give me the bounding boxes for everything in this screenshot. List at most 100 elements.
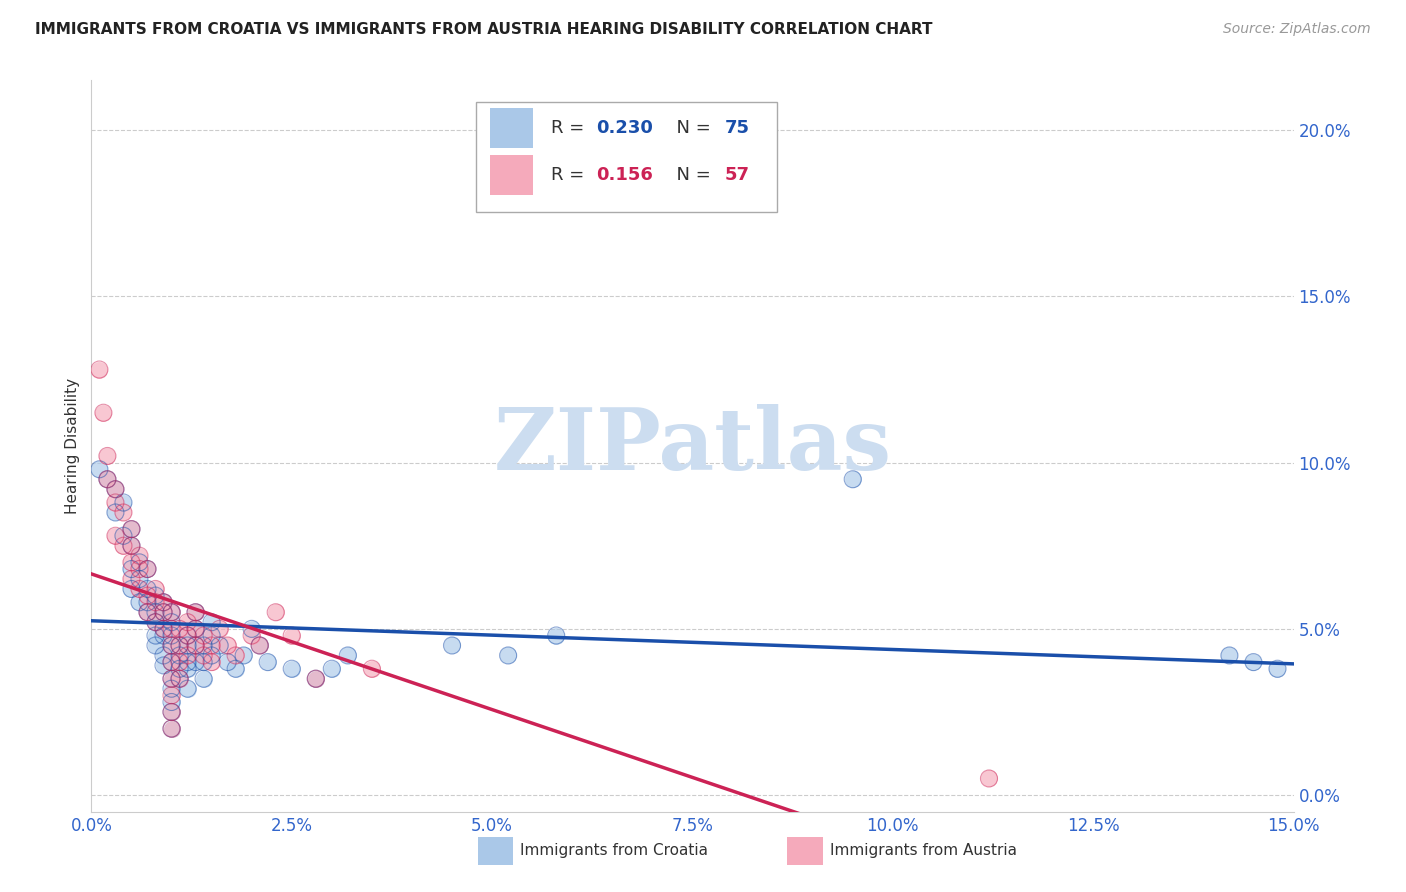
Point — [121, 522, 143, 536]
Point — [152, 595, 174, 609]
Point — [104, 529, 127, 543]
Point — [160, 605, 183, 619]
Point — [104, 482, 127, 496]
Point — [112, 539, 135, 553]
Point — [121, 539, 143, 553]
Point — [193, 655, 215, 669]
Point — [89, 362, 111, 376]
Point — [160, 672, 183, 686]
Point — [193, 648, 215, 663]
Point — [240, 628, 263, 642]
Point — [160, 681, 183, 696]
Point — [160, 672, 183, 686]
Point — [169, 648, 191, 663]
Text: 0.156: 0.156 — [596, 167, 654, 185]
Point — [160, 681, 183, 696]
Point — [169, 639, 191, 653]
Text: IMMIGRANTS FROM CROATIA VS IMMIGRANTS FROM AUSTRIA HEARING DISABILITY CORRELATIO: IMMIGRANTS FROM CROATIA VS IMMIGRANTS FR… — [35, 22, 932, 37]
Point — [160, 605, 183, 619]
Point — [169, 639, 191, 653]
Point — [1218, 648, 1240, 663]
Point — [112, 495, 135, 509]
Point — [128, 549, 150, 563]
Point — [160, 655, 183, 669]
Point — [249, 639, 271, 653]
Point — [160, 672, 183, 686]
Point — [176, 628, 198, 642]
Point — [121, 522, 143, 536]
Point — [176, 655, 198, 669]
Point — [160, 628, 183, 642]
Point — [160, 622, 183, 636]
Point — [176, 648, 198, 663]
Point — [1218, 648, 1240, 663]
Point — [121, 582, 143, 596]
Point — [121, 522, 143, 536]
Point — [176, 639, 198, 653]
Point — [160, 705, 183, 719]
Point — [184, 605, 207, 619]
Point — [136, 562, 159, 576]
Point — [184, 639, 207, 653]
Point — [176, 648, 198, 663]
Point — [184, 639, 207, 653]
Point — [93, 406, 115, 420]
Point — [193, 672, 215, 686]
Point — [136, 595, 159, 609]
Point — [152, 605, 174, 619]
Point — [169, 662, 191, 676]
Point — [152, 605, 174, 619]
Point — [169, 655, 191, 669]
Point — [104, 506, 127, 520]
Point — [152, 628, 174, 642]
Point — [176, 662, 198, 676]
Point — [160, 605, 183, 619]
Point — [281, 662, 304, 676]
Point — [193, 628, 215, 642]
Point — [240, 622, 263, 636]
Point — [232, 648, 254, 663]
FancyBboxPatch shape — [491, 108, 533, 148]
Point — [184, 622, 207, 636]
Point — [201, 628, 224, 642]
Point — [441, 639, 464, 653]
Point — [128, 582, 150, 596]
Point — [264, 605, 287, 619]
Point — [201, 648, 224, 663]
Point — [145, 639, 167, 653]
Point — [169, 662, 191, 676]
Point — [225, 662, 247, 676]
Point — [184, 622, 207, 636]
Point — [225, 648, 247, 663]
Point — [160, 689, 183, 703]
Point — [136, 562, 159, 576]
Point — [240, 628, 263, 642]
Point — [136, 595, 159, 609]
Point — [96, 472, 118, 486]
Point — [176, 628, 198, 642]
Text: Source: ZipAtlas.com: Source: ZipAtlas.com — [1223, 22, 1371, 37]
Point — [169, 672, 191, 686]
Point — [169, 622, 191, 636]
Point — [169, 672, 191, 686]
Point — [112, 529, 135, 543]
Point — [145, 582, 167, 596]
Point — [160, 655, 183, 669]
Point — [96, 472, 118, 486]
FancyBboxPatch shape — [491, 155, 533, 195]
Point — [136, 589, 159, 603]
Point — [89, 362, 111, 376]
Point — [201, 655, 224, 669]
Point — [160, 639, 183, 653]
Point — [121, 522, 143, 536]
Point — [281, 662, 304, 676]
Point — [136, 605, 159, 619]
Point — [249, 639, 271, 653]
Point — [977, 772, 1000, 786]
Point — [152, 648, 174, 663]
Point — [136, 582, 159, 596]
Point — [249, 639, 271, 653]
Point — [160, 695, 183, 709]
Point — [208, 639, 231, 653]
Point — [184, 655, 207, 669]
